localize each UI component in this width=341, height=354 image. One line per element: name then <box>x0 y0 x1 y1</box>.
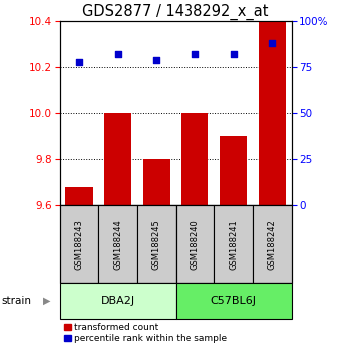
Bar <box>253 205 292 283</box>
Text: ▶: ▶ <box>43 296 50 306</box>
Bar <box>104 113 131 205</box>
Bar <box>143 159 170 205</box>
Legend: transformed count, percentile rank within the sample: transformed count, percentile rank withi… <box>64 323 227 343</box>
Text: GSM188241: GSM188241 <box>229 219 238 270</box>
Point <box>269 40 275 46</box>
Point <box>192 52 198 57</box>
Text: GSM188245: GSM188245 <box>152 219 161 270</box>
Bar <box>176 205 214 283</box>
Title: GDS2877 / 1438292_x_at: GDS2877 / 1438292_x_at <box>83 4 269 20</box>
Bar <box>98 205 137 283</box>
Bar <box>220 136 247 205</box>
Bar <box>214 205 253 283</box>
Bar <box>259 21 286 205</box>
Point <box>231 52 236 57</box>
Text: strain: strain <box>2 296 32 306</box>
Bar <box>181 113 208 205</box>
Text: DBA2J: DBA2J <box>101 296 135 306</box>
Bar <box>176 283 292 319</box>
Text: GSM188242: GSM188242 <box>268 219 277 270</box>
Bar <box>60 205 98 283</box>
Bar <box>65 187 92 205</box>
Point <box>153 57 159 63</box>
Point <box>76 59 82 64</box>
Text: GSM188243: GSM188243 <box>74 219 84 270</box>
Text: GSM188240: GSM188240 <box>190 219 199 270</box>
Point <box>115 52 120 57</box>
Text: C57BL6J: C57BL6J <box>211 296 256 306</box>
Bar <box>137 205 176 283</box>
Text: GSM188244: GSM188244 <box>113 219 122 270</box>
Bar <box>60 283 176 319</box>
